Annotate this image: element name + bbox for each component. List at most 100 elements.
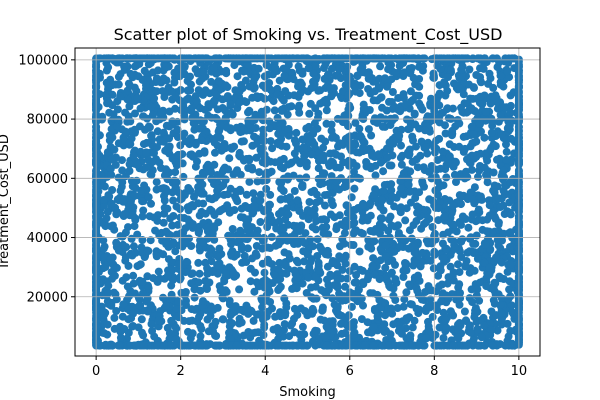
data-point <box>193 69 202 78</box>
data-point <box>474 205 483 214</box>
data-point <box>147 131 156 140</box>
data-point <box>390 202 399 211</box>
data-point <box>125 139 134 148</box>
data-point <box>449 220 458 229</box>
data-point <box>199 89 208 98</box>
data-point <box>475 120 484 128</box>
data-point <box>332 225 341 234</box>
data-point <box>281 261 289 270</box>
data-point <box>138 277 147 286</box>
data-point <box>197 189 206 198</box>
data-point <box>114 115 123 124</box>
data-point <box>218 293 227 302</box>
data-point <box>444 273 453 282</box>
data-point <box>250 287 259 296</box>
data-point <box>433 61 442 70</box>
data-point <box>159 341 168 350</box>
data-point <box>170 78 179 87</box>
data-point <box>279 232 288 241</box>
data-point <box>322 341 331 350</box>
data-point <box>283 110 292 119</box>
data-point <box>250 74 259 83</box>
data-point <box>411 120 420 129</box>
data-point <box>168 188 177 197</box>
data-point <box>199 238 208 247</box>
data-point <box>480 54 489 63</box>
data-point <box>457 193 466 201</box>
data-point <box>236 226 245 235</box>
data-point <box>187 104 196 113</box>
data-point <box>358 201 367 210</box>
data-point <box>310 186 319 195</box>
data-point <box>347 320 356 329</box>
data-point <box>304 64 313 73</box>
data-point <box>250 132 258 141</box>
data-point <box>110 271 119 280</box>
data-point <box>133 93 142 102</box>
data-point <box>429 264 438 273</box>
data-point <box>191 162 200 171</box>
data-point <box>125 292 133 301</box>
data-point <box>281 87 290 96</box>
data-point <box>249 208 258 217</box>
data-point <box>341 216 350 225</box>
data-point <box>476 192 485 201</box>
data-point <box>322 106 331 115</box>
data-point <box>357 294 366 303</box>
data-point <box>116 92 125 101</box>
data-point <box>422 218 430 227</box>
data-point <box>265 200 274 209</box>
data-point <box>352 271 361 279</box>
data-point <box>182 301 190 309</box>
data-point <box>416 262 425 271</box>
data-point <box>316 99 325 108</box>
data-point <box>175 72 184 81</box>
data-point <box>148 327 157 335</box>
data-point <box>342 341 351 350</box>
data-point <box>347 302 356 311</box>
data-point <box>344 91 353 100</box>
data-point <box>290 304 299 313</box>
data-point <box>442 244 451 253</box>
data-point <box>206 311 215 320</box>
data-point <box>255 168 264 177</box>
data-point <box>179 232 188 241</box>
data-point <box>127 234 136 243</box>
data-point <box>326 210 335 219</box>
data-point <box>399 93 408 102</box>
data-point <box>121 127 130 136</box>
data-point <box>399 302 408 311</box>
data-point <box>412 304 421 313</box>
data-point <box>472 231 481 240</box>
data-point <box>211 341 220 350</box>
data-point <box>381 252 390 261</box>
data-point <box>249 316 258 325</box>
x-tick-label: 0 <box>92 364 100 379</box>
data-point <box>308 304 317 313</box>
data-point <box>296 88 305 97</box>
data-point <box>350 218 359 227</box>
data-point <box>204 100 213 109</box>
data-point <box>260 341 269 350</box>
data-point <box>409 136 417 145</box>
data-point <box>314 164 323 173</box>
data-point <box>449 268 458 277</box>
data-point <box>476 92 485 101</box>
data-point <box>418 248 427 257</box>
data-point <box>358 229 367 238</box>
data-point <box>439 254 448 262</box>
data-point <box>300 239 309 248</box>
data-point <box>107 170 116 179</box>
data-point <box>428 223 437 231</box>
data-point <box>328 294 337 303</box>
data-point <box>493 326 502 335</box>
data-point <box>113 105 122 114</box>
data-point <box>322 322 331 331</box>
data-point <box>349 241 358 249</box>
data-point <box>143 114 152 123</box>
data-point <box>347 174 355 183</box>
data-point <box>367 244 376 253</box>
data-point <box>241 54 250 63</box>
data-point <box>125 102 134 111</box>
data-point <box>245 106 254 115</box>
